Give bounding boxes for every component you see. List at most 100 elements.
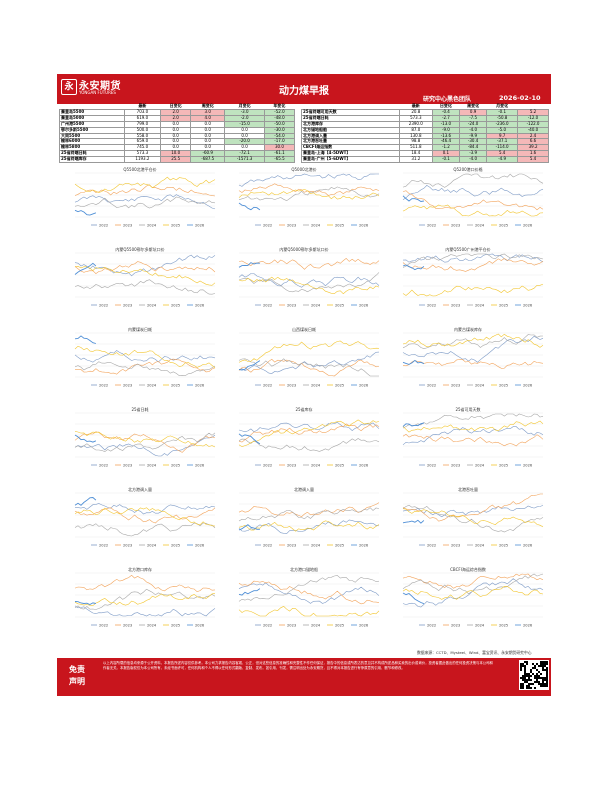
- price-table-cell: 1193.2: [123, 156, 162, 164]
- price-summary-table: 最新 日变化 周变化 月变化 年变化 秦皇岛5500 703.0 2.0 3.0 -3.0 -52.…: [59, 103, 296, 164]
- seasonal-chart: 北方港调入量 2022 2023 2024 2025 2026: [61, 487, 219, 549]
- supply-table-header-cell: 日变化: [439, 103, 452, 108]
- chart-plot: 2022 2023 2024 2025 2026: [238, 252, 380, 308]
- chart-title: 内蒙Q5500鄂尔多斯坑口价: [115, 247, 165, 252]
- series-line-2025: [238, 419, 380, 448]
- series-line-2026: [238, 588, 261, 596]
- chart-title: CBCFI海运综合指数: [450, 567, 486, 572]
- legend-label: 2022: [263, 544, 272, 548]
- logo-mark-icon: 永: [61, 79, 77, 95]
- supply-table-header-cell: 最新: [411, 103, 420, 108]
- series-line-2026: [238, 202, 261, 211]
- chart-title: 内蒙古煤炭库存: [454, 327, 482, 332]
- legend-label: 2025: [171, 304, 180, 308]
- series-line-2023: [238, 423, 380, 443]
- legend-label: 2022: [263, 464, 272, 468]
- series-line-2025: [238, 340, 380, 363]
- chart-plot: 2022 2023 2024 2025 2026: [74, 572, 216, 628]
- series-line-2024: [74, 588, 216, 610]
- report-date: 2026-02-10: [499, 94, 541, 102]
- legend-label: 2023: [451, 304, 460, 308]
- legend-label: 2023: [287, 224, 296, 228]
- chart-title: 山西煤炭日耗: [292, 327, 316, 332]
- legend-label: 2023: [123, 624, 132, 628]
- chart-plot: 2022 2023 2024 2025 2026: [402, 412, 544, 468]
- qr-code-icon: [519, 660, 549, 690]
- chart-title: 北方港口锚地船: [290, 567, 318, 572]
- price-table-row: 榆林6000 659.0 0.0 0.0 -20.0 -17.0: [59, 138, 296, 146]
- series-line-2023: [402, 493, 543, 522]
- series-line-2022: [402, 505, 544, 518]
- legend-label: 2026: [523, 304, 533, 308]
- legend-label: 2025: [499, 624, 508, 628]
- chart-title: 北港吞吐量: [458, 487, 478, 492]
- series-line-2023: [238, 358, 380, 377]
- series-line-2026: [402, 422, 425, 427]
- supply-table-row: 25省终端日耗 573.3 -2.7 -7.5 -50.8 -12.0: [301, 114, 549, 122]
- legend-label: 2023: [123, 544, 132, 548]
- legend-label: 2023: [123, 304, 132, 308]
- series-line-2026: [238, 360, 261, 371]
- legend-label: 2022: [99, 464, 108, 468]
- seasonal-chart: CBCFI海运综合指数 2022 2023 2024 2025 2026: [389, 567, 547, 629]
- series-line-2026: [238, 524, 260, 531]
- legend-label: 2022: [99, 224, 108, 228]
- supply-demand-summary-table: 最新 日变化 周变化 月变化 25省终端可用天数 20.8 -0.4 0.9 -0.1 5.2 25…: [301, 103, 549, 164]
- legend-label: 2022: [427, 464, 436, 468]
- series-line-2026: [238, 433, 261, 445]
- chart-plot: 2022 2023 2024 2025 2026: [402, 332, 544, 388]
- legend-label: 2022: [427, 304, 436, 308]
- price-table-row-label: 25省终端库存: [59, 156, 125, 164]
- chart-plot: 2022 2023 2024 2025 2026: [402, 572, 544, 628]
- legend-label: 2026: [195, 304, 205, 308]
- series-line-2022: [74, 350, 216, 363]
- series-line-2022: [238, 173, 379, 187]
- series-line-2026: [402, 359, 425, 365]
- legend-label: 2022: [263, 304, 272, 308]
- legend-label: 2022: [427, 544, 436, 548]
- legend-label: 2025: [335, 624, 344, 628]
- chart-title: 北港调入量: [294, 487, 314, 492]
- legend-label: 2024: [475, 304, 485, 308]
- price-table-header-cell: 日变化: [169, 103, 182, 108]
- series-line-2022: [75, 503, 216, 515]
- series-line-2024: [238, 272, 380, 293]
- series-line-2025: [238, 189, 380, 200]
- chart-plot: 2022 2023 2024 2025 2026: [238, 412, 380, 468]
- series-line-2023: [238, 502, 380, 517]
- series-line-2025: [402, 585, 544, 600]
- series-line-2024: [402, 334, 544, 350]
- series-line-2026: [402, 519, 425, 524]
- series-line-2022: [402, 253, 544, 263]
- legend-label: 2024: [475, 384, 485, 388]
- series-line-2025: [402, 508, 544, 528]
- supply-table-row-label: 秦皇岛-广州【5-6DWT】: [301, 156, 400, 164]
- series-line-2023: [74, 574, 216, 593]
- report-header: 永 永安期货 YONGAN FUTURES 动力煤早报 研究中心黑色团队 202…: [57, 74, 551, 104]
- disclaimer-bar: 免责 声明 以上内容所载的信息均来源于公开资料，本报告所述内容仅供参考。本公司力…: [57, 658, 551, 696]
- legend-label: 2026: [523, 224, 533, 228]
- legend-label: 2024: [311, 624, 321, 628]
- series-line-2023: [402, 359, 544, 369]
- legend-label: 2025: [335, 224, 344, 228]
- legend-label: 2025: [335, 544, 344, 548]
- series-line-2025: [402, 420, 544, 433]
- disclaimer-label-line1: 免责: [69, 665, 85, 674]
- legend-label: 2023: [451, 384, 460, 388]
- series-line-2023: [402, 258, 544, 272]
- department-label: 研究中心黑色团队: [423, 96, 472, 103]
- price-table-header-row: 最新 日变化 周变化 月变化 年变化: [60, 103, 295, 109]
- legend-label: 2022: [99, 544, 108, 548]
- series-line-2026: [74, 262, 97, 275]
- chart-plot: 2022 2023 2024 2025 2026: [402, 252, 544, 308]
- series-line-2026: [402, 195, 424, 202]
- seasonal-chart: Q5000北港价 2022 2023 2024 2025 2026: [225, 167, 383, 229]
- supply-table-cell: -0.1: [431, 156, 461, 164]
- legend-label: 2025: [499, 304, 508, 308]
- legend-label: 2026: [359, 304, 369, 308]
- seasonal-chart: 内蒙Q5000鄂尔多斯坑口价 2022 2023 2024 2025 2026: [225, 247, 383, 309]
- disclaimer-label-line2: 声明: [69, 677, 85, 686]
- series-line-2022: [402, 335, 544, 363]
- series-line-2023: [238, 580, 380, 605]
- series-line-2024: [402, 573, 544, 595]
